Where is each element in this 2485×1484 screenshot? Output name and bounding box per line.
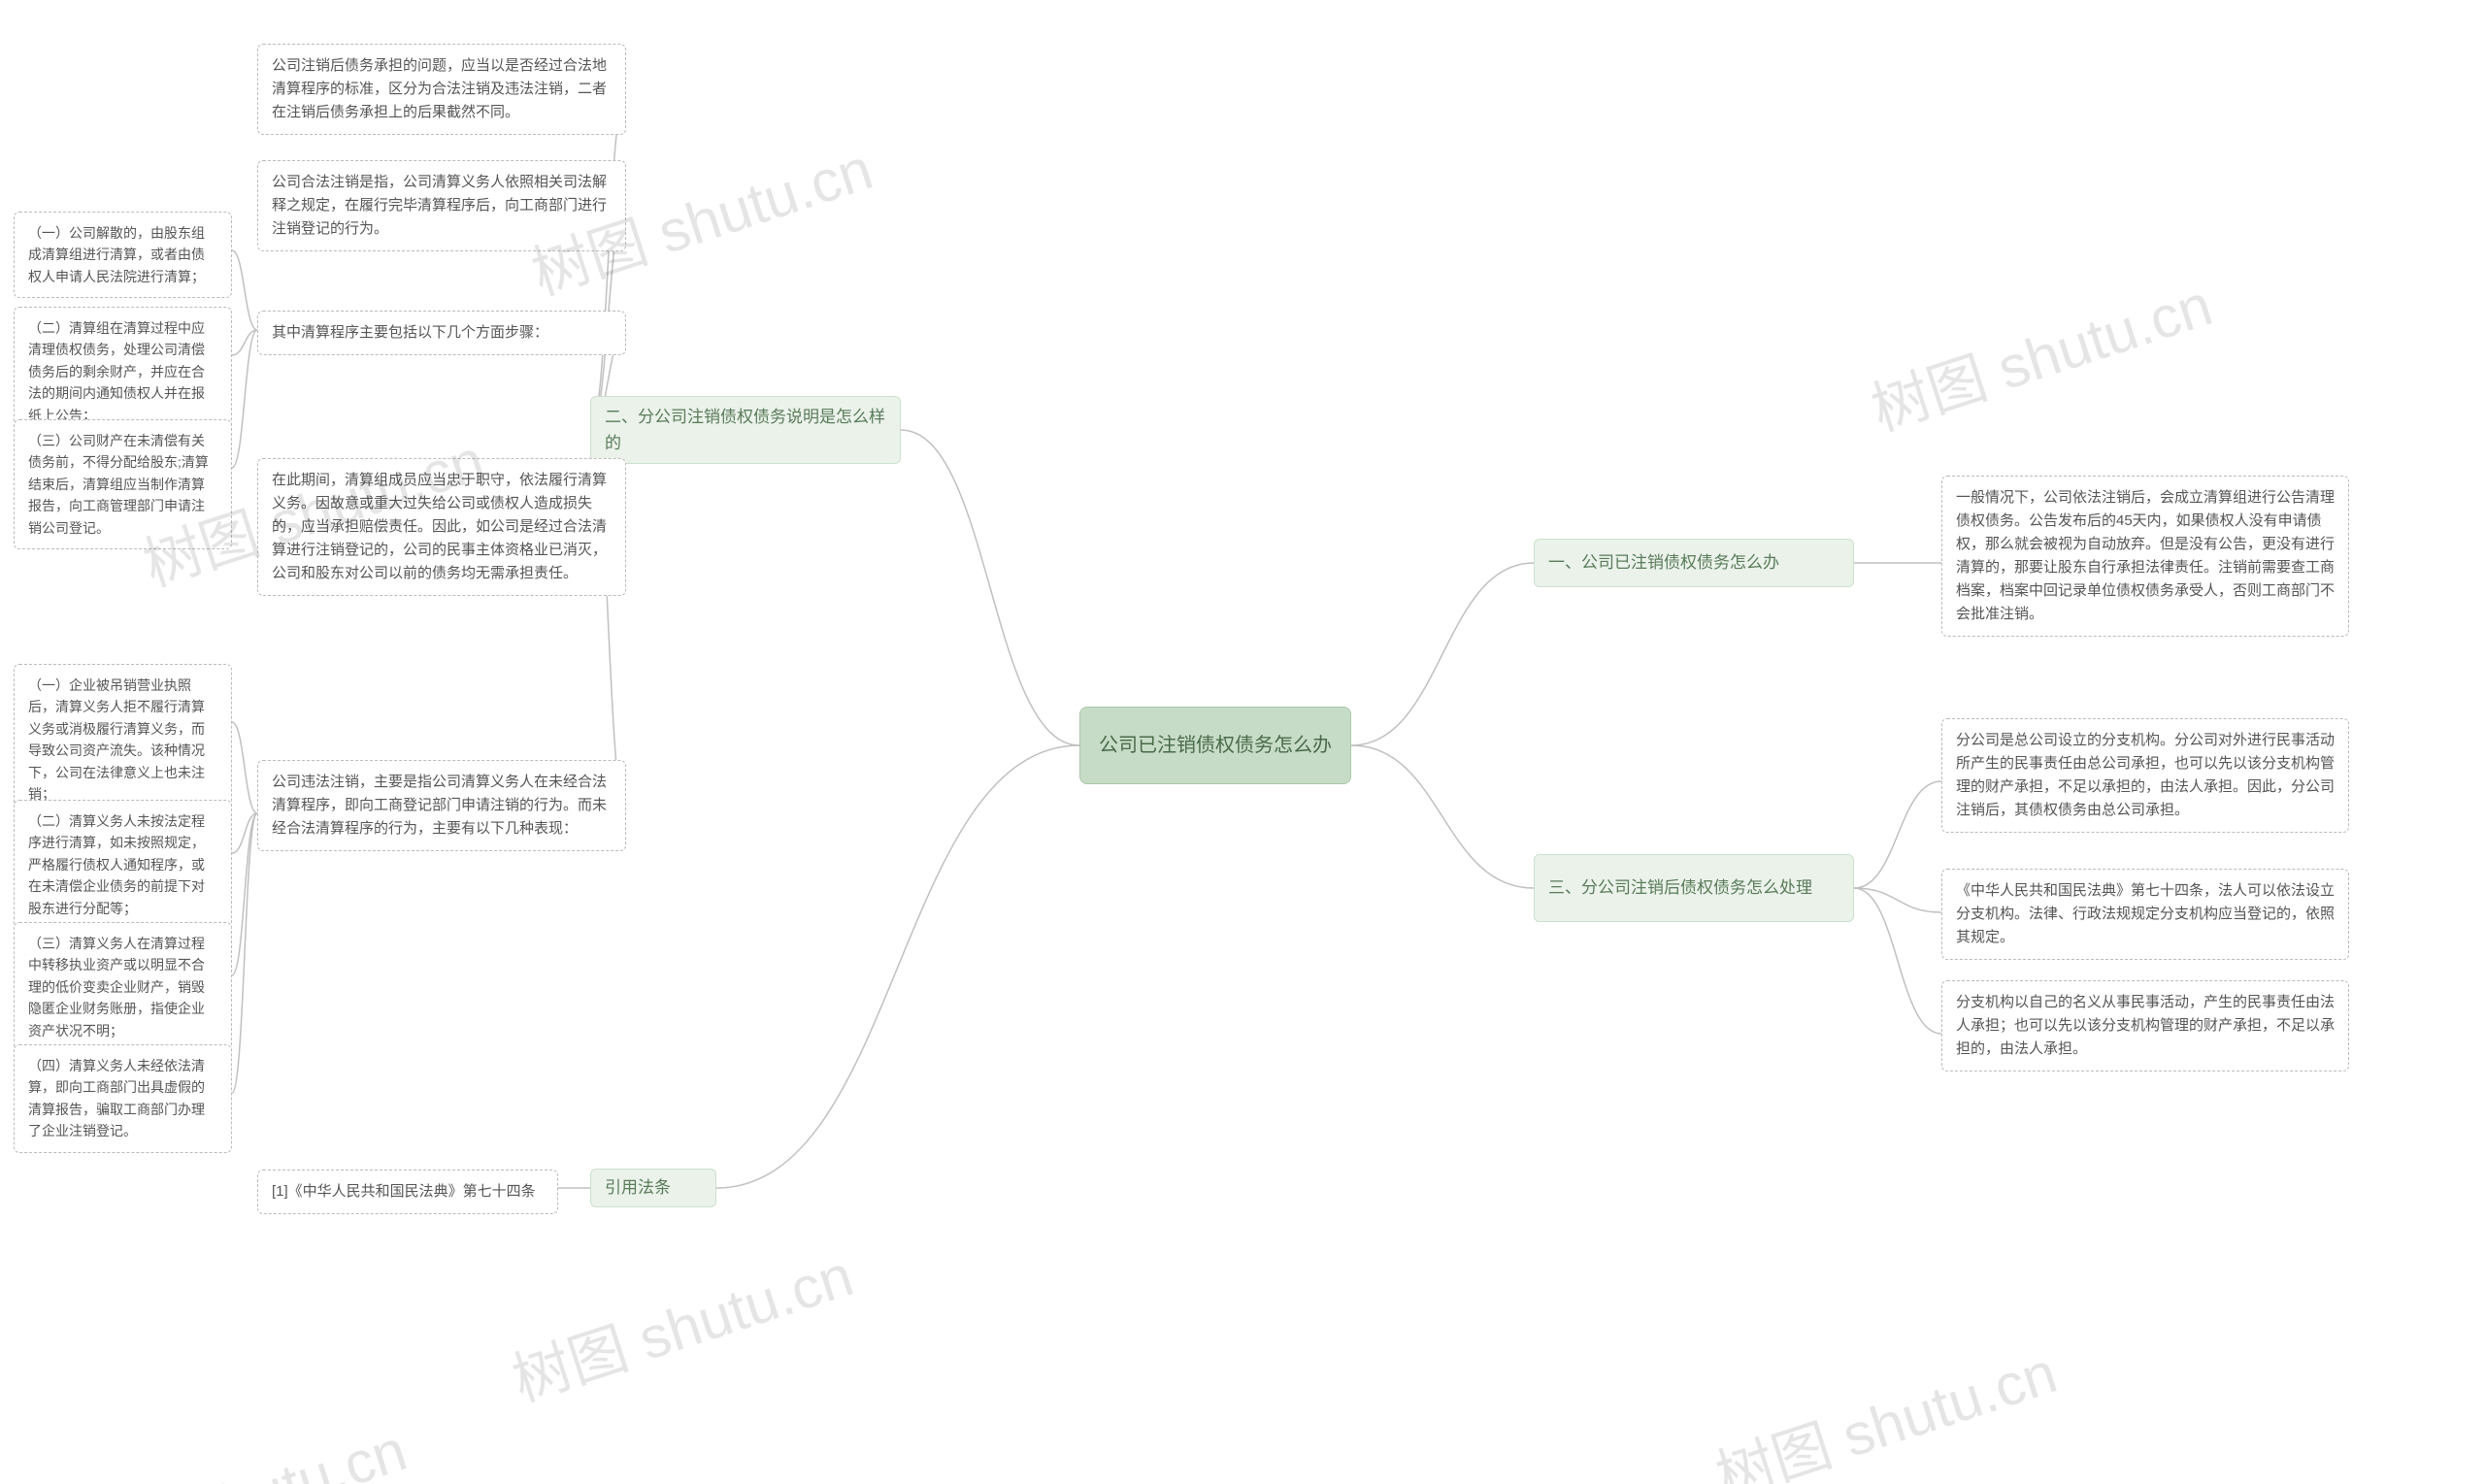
leaf-node: （二）清算义务人未按法定程序进行清算，如未按照规定，严格履行债权人通知程序，或在… [14, 800, 232, 930]
leaf-text: 公司违法注销，主要是指公司清算义务人在未经合法清算程序，即向工商登记部门申请注销… [272, 774, 607, 837]
main-node-2: 二、分公司注销债权债务说明是怎么样的 [590, 396, 901, 464]
leaf-node: （二）清算组在清算过程中应清理债权债务，处理公司清偿债务后的剩余财产，并应在合法… [14, 307, 232, 437]
connector [1854, 888, 1941, 1034]
connector [232, 813, 257, 853]
connector [1351, 563, 1534, 745]
main-label: 一、公司已注销债权债务怎么办 [1548, 549, 1779, 576]
root-label: 公司已注销债权债务怎么办 [1099, 730, 1332, 761]
watermark: 树图 shutu.cn [500, 1229, 862, 1418]
leaf-text: （一）公司解散的，由股东组成清算组进行清算，或者由债权人申请人民法院进行清算； [28, 225, 205, 284]
leaf-node: [1]《中华人民共和国民法典》第七十四条 [257, 1170, 558, 1214]
leaf-text: 其中清算程序主要包括以下几个方面步骤： [272, 324, 548, 341]
watermark: 树图 shutu.cn [1859, 258, 2221, 447]
leaf-node: 《中华人民共和国民法典》第七十四条，法人可以依法设立分支机构。法律、行政法规规定… [1941, 869, 2349, 960]
main-node-4: 引用法条 [590, 1169, 716, 1207]
main-node-3: 三、分公司注销后债权债务怎么处理 [1534, 854, 1854, 922]
leaf-node: 其中清算程序主要包括以下几个方面步骤： [257, 311, 626, 355]
leaf-text: 公司合法注销是指，公司清算义务人依照相关司法解释之规定，在履行完毕清算程序后，向… [272, 174, 607, 237]
leaf-node: 分支机构以自己的名义从事民事活动，产生的民事责任由法人承担；也可以先以该分支机构… [1941, 980, 2349, 1072]
leaf-node: （三）清算义务人在清算过程中转移执业资产或以明显不合理的低价变卖企业财产，销毁隐… [14, 922, 232, 1052]
connector [716, 745, 1079, 1188]
main-label: 二、分公司注销债权债务说明是怎么样的 [605, 404, 886, 456]
connector [232, 330, 257, 355]
leaf-node: （一）公司解散的，由股东组成清算组进行清算，或者由债权人申请人民法院进行清算； [14, 212, 232, 298]
leaf-text: （三）公司财产在未清偿有关债务前，不得分配给股东;清算结束后，清算组应当制作清算… [28, 433, 209, 536]
connector [1854, 888, 1941, 912]
leaf-text: 《中华人民共和国民法典》第七十四条，法人可以依法设立分支机构。法律、行政法规规定… [1956, 882, 2335, 945]
root-node: 公司已注销债权债务怎么办 [1079, 707, 1351, 784]
connector [232, 813, 257, 975]
connector [590, 92, 626, 430]
leaf-node: 公司违法注销，主要是指公司清算义务人在未经合法清算程序，即向工商登记部门申请注销… [257, 760, 626, 851]
leaf-text: 公司注销后债务承担的问题，应当以是否经过合法地清算程序的标准，区分为合法注销及违… [272, 57, 607, 120]
connector [232, 722, 257, 813]
leaf-text: [1]《中华人民共和国民法典》第七十四条 [272, 1183, 536, 1200]
leaf-node: （四）清算义务人未经依法清算，即向工商部门出具虚假的清算报告，骗取工商部门办理了… [14, 1044, 232, 1153]
main-node-1: 一、公司已注销债权债务怎么办 [1534, 539, 1854, 587]
main-label: 三、分公司注销后债权债务怎么处理 [1548, 874, 1812, 901]
leaf-text: （二）清算义务人未按法定程序进行清算，如未按照规定，严格履行债权人通知程序，或在… [28, 813, 205, 916]
connector [1351, 745, 1534, 888]
leaf-node: 公司合法注销是指，公司清算义务人依照相关司法解释之规定，在履行完毕清算程序后，向… [257, 160, 626, 251]
leaf-text: 在此期间，清算组成员应当忠于职守，依法履行清算义务。因故意或重大过失给公司或债权… [272, 472, 607, 581]
connector [232, 813, 257, 1093]
leaf-node: 分公司是总公司设立的分支机构。分公司对外进行民事活动所产生的民事责任由总公司承担… [1941, 718, 2349, 833]
leaf-text: （二）清算组在清算过程中应清理债权债务，处理公司清偿债务后的剩余财产，并应在合法… [28, 320, 205, 423]
watermark: 树图 shutu.cn [53, 1403, 415, 1484]
connector [232, 330, 257, 468]
leaf-text: （三）清算义务人在清算过程中转移执业资产或以明显不合理的低价变卖企业财产，销毁隐… [28, 936, 205, 1039]
connector [901, 430, 1079, 745]
connector [1854, 781, 1941, 888]
leaf-node: （一）企业被吊销营业执照后，清算义务人拒不履行清算义务或消极履行清算义务，而导致… [14, 664, 232, 815]
leaf-node: 一般情况下，公司依法注销后，会成立清算组进行公告清理债权债务。公告发布后的45天… [1941, 476, 2349, 637]
leaf-text: 分公司是总公司设立的分支机构。分公司对外进行民事活动所产生的民事责任由总公司承担… [1956, 732, 2335, 818]
leaf-node: （三）公司财产在未清偿有关债务前，不得分配给股东;清算结束后，清算组应当制作清算… [14, 419, 232, 549]
leaf-text: 一般情况下，公司依法注销后，会成立清算组进行公告清理债权债务。公告发布后的45天… [1956, 489, 2335, 622]
connector [232, 250, 257, 330]
leaf-node: 在此期间，清算组成员应当忠于职守，依法履行清算义务。因故意或重大过失给公司或债权… [257, 458, 626, 596]
main-label: 引用法条 [605, 1174, 671, 1201]
watermark: 树图 shutu.cn [1704, 1326, 2066, 1484]
leaf-text: 分支机构以自己的名义从事民事活动，产生的民事责任由法人承担；也可以先以该分支机构… [1956, 994, 2335, 1057]
leaf-node: 公司注销后债务承担的问题，应当以是否经过合法地清算程序的标准，区分为合法注销及违… [257, 44, 626, 135]
leaf-text: （一）企业被吊销营业执照后，清算义务人拒不履行清算义务或消极履行清算义务，而导致… [28, 677, 205, 802]
leaf-text: （四）清算义务人未经依法清算，即向工商部门出具虚假的清算报告，骗取工商部门办理了… [28, 1058, 205, 1138]
